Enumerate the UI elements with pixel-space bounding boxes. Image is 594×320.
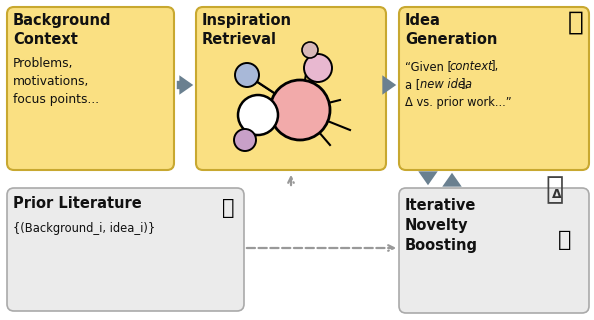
FancyBboxPatch shape: [7, 188, 244, 311]
Text: Background: Background: [13, 13, 112, 28]
Circle shape: [304, 54, 332, 82]
Text: ],: ],: [461, 78, 469, 91]
Text: “Given [: “Given [: [405, 60, 452, 73]
Text: Generation: Generation: [405, 32, 497, 47]
FancyBboxPatch shape: [196, 7, 386, 170]
Text: motivations,: motivations,: [13, 75, 89, 88]
Text: Iterative: Iterative: [405, 198, 476, 213]
FancyBboxPatch shape: [399, 7, 589, 170]
Circle shape: [302, 42, 318, 58]
Text: Problems,: Problems,: [13, 57, 74, 70]
Circle shape: [234, 129, 256, 151]
Circle shape: [270, 80, 330, 140]
Text: Idea: Idea: [405, 13, 441, 28]
Text: Novelty: Novelty: [405, 218, 469, 233]
Text: 💡: 💡: [568, 10, 584, 36]
Text: ],: ],: [491, 60, 499, 73]
Text: Boosting: Boosting: [405, 238, 478, 253]
Text: Δ: Δ: [552, 188, 562, 201]
Circle shape: [235, 63, 259, 87]
FancyBboxPatch shape: [399, 188, 589, 313]
Text: {(Background_i, idea_i)}: {(Background_i, idea_i)}: [13, 222, 155, 235]
Text: new idea: new idea: [420, 78, 472, 91]
Text: context: context: [449, 60, 492, 73]
Text: focus points...: focus points...: [13, 93, 99, 106]
Text: Inspiration: Inspiration: [202, 13, 292, 28]
Text: 🤖: 🤖: [558, 230, 571, 250]
Text: 📖: 📖: [222, 198, 234, 218]
Text: a [: a [: [405, 78, 420, 91]
Text: Prior Literature: Prior Literature: [13, 196, 142, 211]
Text: 💭: 💭: [546, 175, 564, 204]
Text: Context: Context: [13, 32, 78, 47]
Circle shape: [238, 95, 278, 135]
Text: Retrieval: Retrieval: [202, 32, 277, 47]
Text: Δ vs. prior work...”: Δ vs. prior work...”: [405, 96, 511, 109]
FancyBboxPatch shape: [7, 7, 174, 170]
